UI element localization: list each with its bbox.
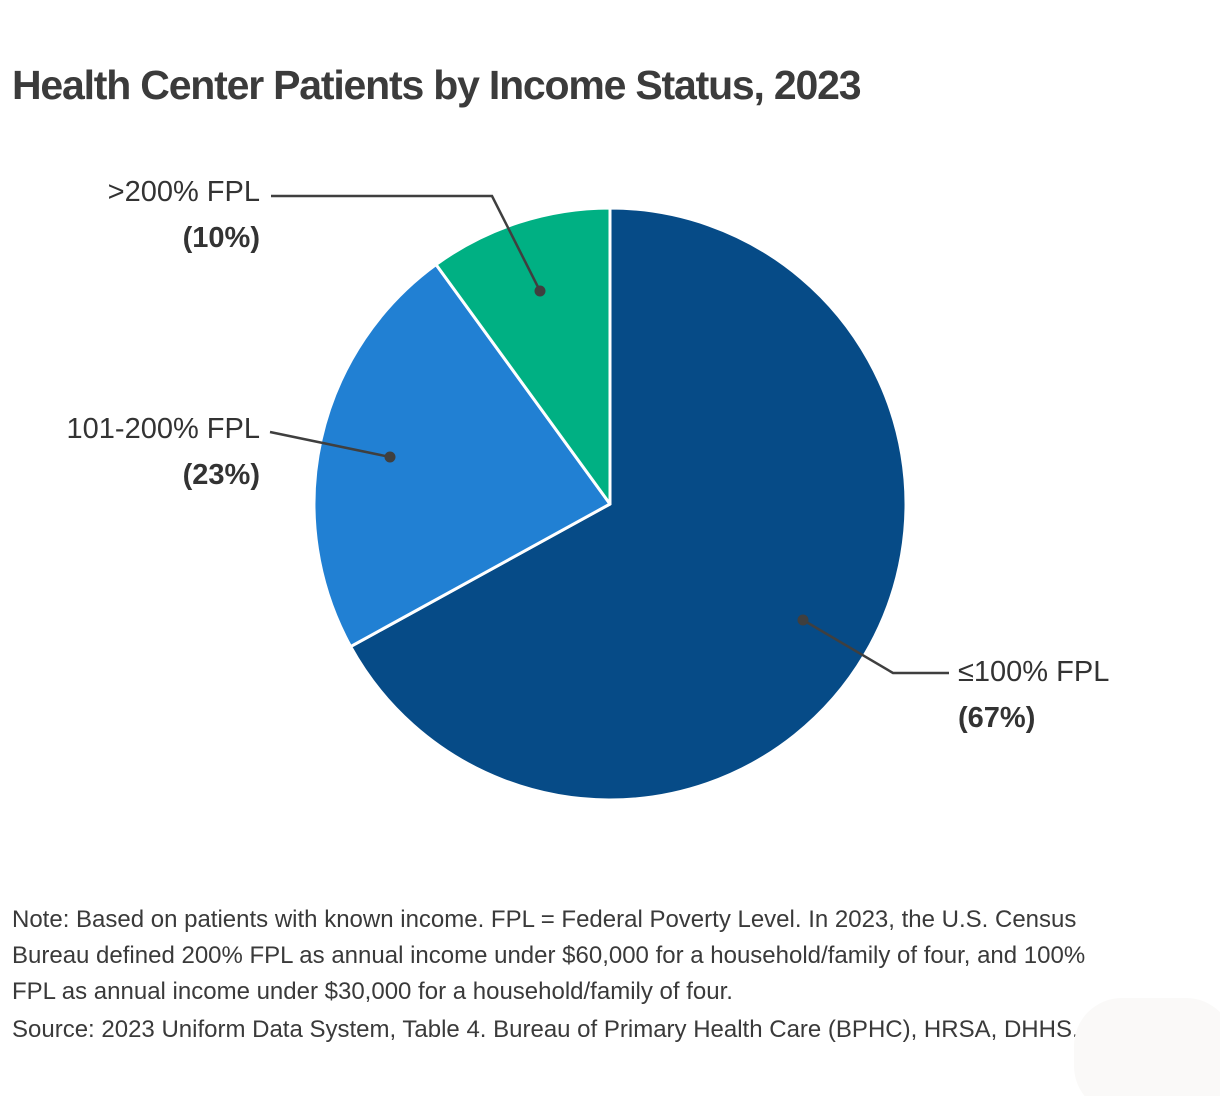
leader-lines [269,194,949,675]
leader-dot-le100-fpl [797,614,809,626]
slice-label-text: >200% FPL [107,176,260,208]
slice-label-text: ≤100% FPL [958,656,1110,688]
leader-dot-gt200-fpl [534,285,546,297]
chart-note: Note: Based on patients with known incom… [12,906,1086,1005]
watermark-blob [1074,998,1220,1096]
slice-label-pct: (10%) [182,222,260,254]
slice-label-le100-fpl: ≤100% FPL (67%) [958,649,1109,741]
chart-source: Source: 2023 Uniform Data System, Table … [12,1016,1079,1043]
leader-dots [384,285,809,626]
pie-slice-101-200-fpl [312,263,612,649]
pie-slice-gt200-fpl [434,206,612,506]
pie-slice-le100-fpl [349,206,908,802]
slice-label-101-200-fpl: 101-200% FPL (23%) [67,406,260,498]
slice-label-text: 101-200% FPL [66,413,260,445]
slice-label-gt200-fpl: >200% FPL (10%) [108,169,260,261]
pie-slices [312,206,908,802]
leader-line-gt200-fpl [271,194,542,292]
slice-label-pct: (67%) [958,702,1036,734]
chart-title: Health Center Patients by Income Status,… [12,62,862,108]
leader-dot-101-200-fpl [384,451,396,463]
leader-line-le100-fpl [802,618,949,675]
leader-line-101-200-fpl [269,430,391,459]
slice-label-pct: (23%) [182,459,260,491]
